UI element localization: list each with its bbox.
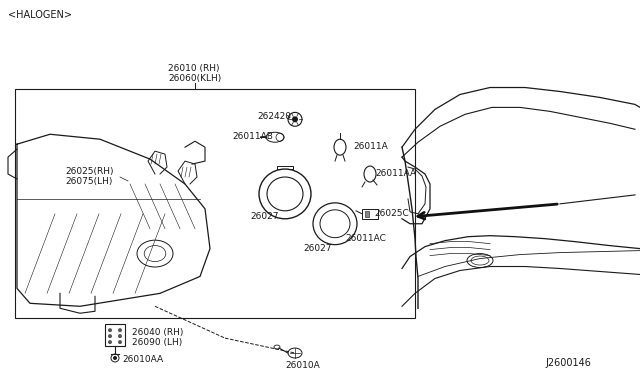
Text: J2600146: J2600146 [545, 358, 591, 368]
Text: 26011A: 26011A [353, 142, 388, 151]
Circle shape [108, 328, 112, 332]
Text: 26011AB: 26011AB [232, 132, 273, 141]
Text: 26040 (RH): 26040 (RH) [132, 328, 184, 337]
Bar [105, 324, 125, 346]
Text: 26011AC: 26011AC [345, 234, 386, 243]
Circle shape [118, 334, 122, 338]
Circle shape [108, 334, 112, 338]
Text: 26025(RH): 26025(RH) [65, 167, 113, 176]
Text: 26075(LH): 26075(LH) [65, 177, 113, 186]
Text: 262420: 262420 [257, 112, 291, 121]
Circle shape [113, 356, 117, 360]
Text: 26010 (RH): 26010 (RH) [168, 64, 220, 73]
Text: 26010AA: 26010AA [122, 355, 163, 364]
Text: 26090 (LH): 26090 (LH) [132, 338, 182, 347]
Circle shape [118, 328, 122, 332]
Text: 26027: 26027 [303, 244, 332, 253]
Bar [365, 211, 369, 217]
Text: 26060(KLH): 26060(KLH) [168, 74, 221, 83]
Bar [362, 209, 378, 219]
Circle shape [292, 116, 298, 122]
Text: 26011AA: 26011AA [375, 169, 416, 178]
Circle shape [118, 340, 122, 344]
Text: 26010A: 26010A [285, 361, 320, 370]
Text: 26025C: 26025C [374, 209, 409, 218]
Circle shape [108, 340, 112, 344]
Text: 26027: 26027 [250, 212, 278, 221]
Text: <HALOGEN>: <HALOGEN> [8, 10, 72, 20]
Bar [15, 90, 415, 318]
